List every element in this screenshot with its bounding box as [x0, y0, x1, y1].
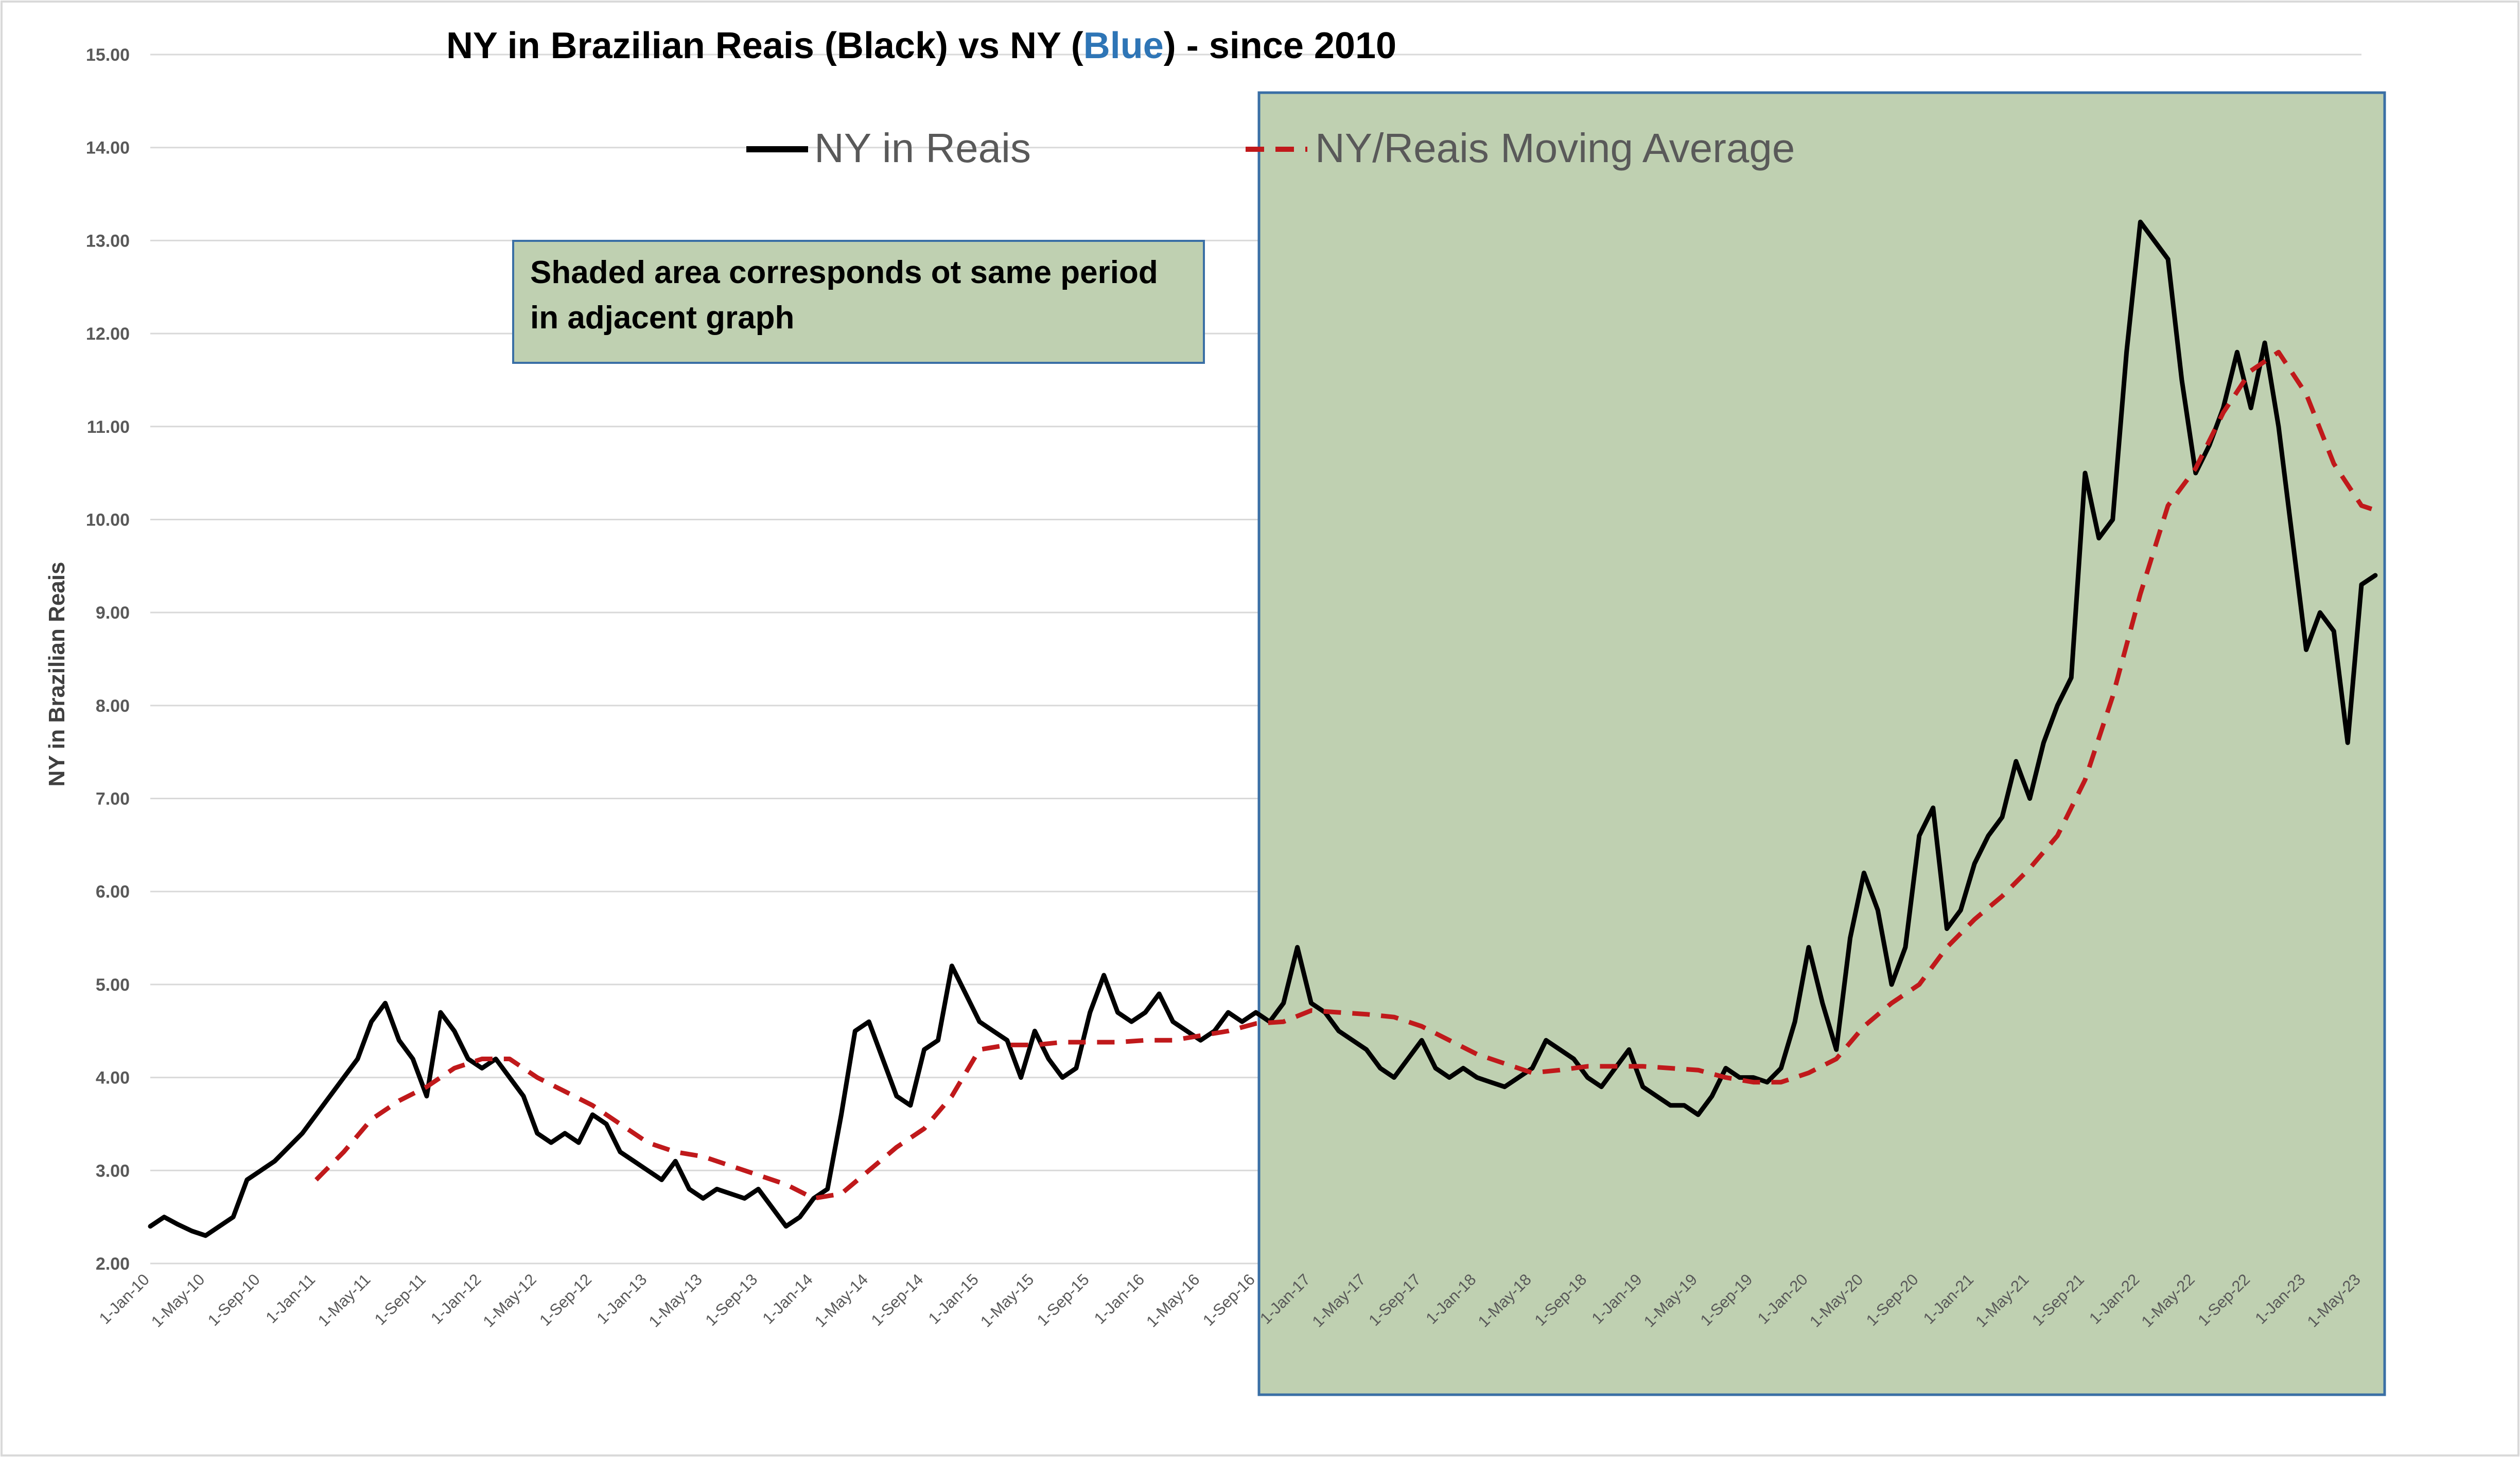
y-tick-label-6: 8.00 [96, 696, 130, 716]
shaded-region [1257, 91, 2386, 1396]
chart-title: NY in Brazilian Reais (Black) vs NY (Blu… [446, 25, 1396, 66]
title-part-blue: Blue [1083, 25, 1164, 66]
y-axis-label: NY in Brazilian Reais [44, 562, 69, 787]
y-tick-label-3: 5.00 [96, 975, 130, 995]
title-part-1: NY in Brazilian Reais (Black) vs NY ( [446, 25, 1083, 66]
y-tick-label-1: 3.00 [96, 1161, 130, 1181]
y-tick-label-2: 4.00 [96, 1068, 130, 1088]
annotation-line-2: in adjacent graph [530, 300, 794, 336]
y-tick-label-8: 10.00 [86, 510, 130, 530]
y-tick-label-0: 2.00 [96, 1254, 130, 1274]
shaded-region-layer [1257, 91, 2386, 1396]
series-line-moving-average [314, 349, 2376, 1201]
annotation-box: Shaded area corresponds ot same period i… [512, 240, 1205, 364]
legend-label-ny-in-reais: NY in Reais [814, 125, 1031, 171]
y-axis-tick-labels: 2.00 3.00 4.00 5.00 6.00 7.00 8.00 9.00 10.00 11.… [86, 45, 130, 1274]
y-tick-label-11: 13.00 [86, 231, 130, 251]
title-part-3: ) - since 2010 [1164, 25, 1396, 66]
annotation-line-1: Shaded area corresponds ot same period [530, 255, 1158, 290]
legend: NY in Reais NY/Reais Moving Average [746, 125, 1795, 171]
y-tick-label-7: 9.00 [96, 603, 130, 623]
y-tick-label-12: 14.00 [86, 138, 130, 158]
series-layer [148, 219, 2378, 1238]
y-tick-label-4: 6.00 [96, 882, 130, 902]
y-tick-label-13: 15.00 [86, 45, 130, 65]
y-tick-label-10: 12.00 [86, 324, 130, 344]
annotation-box-frame [512, 240, 1205, 364]
series-line-ny-in-reais [148, 219, 2378, 1238]
y-tick-label-9: 11.00 [87, 417, 130, 437]
legend-label-moving-average: NY/Reais Moving Average [1315, 125, 1795, 171]
y-tick-label-5: 7.00 [96, 789, 130, 809]
